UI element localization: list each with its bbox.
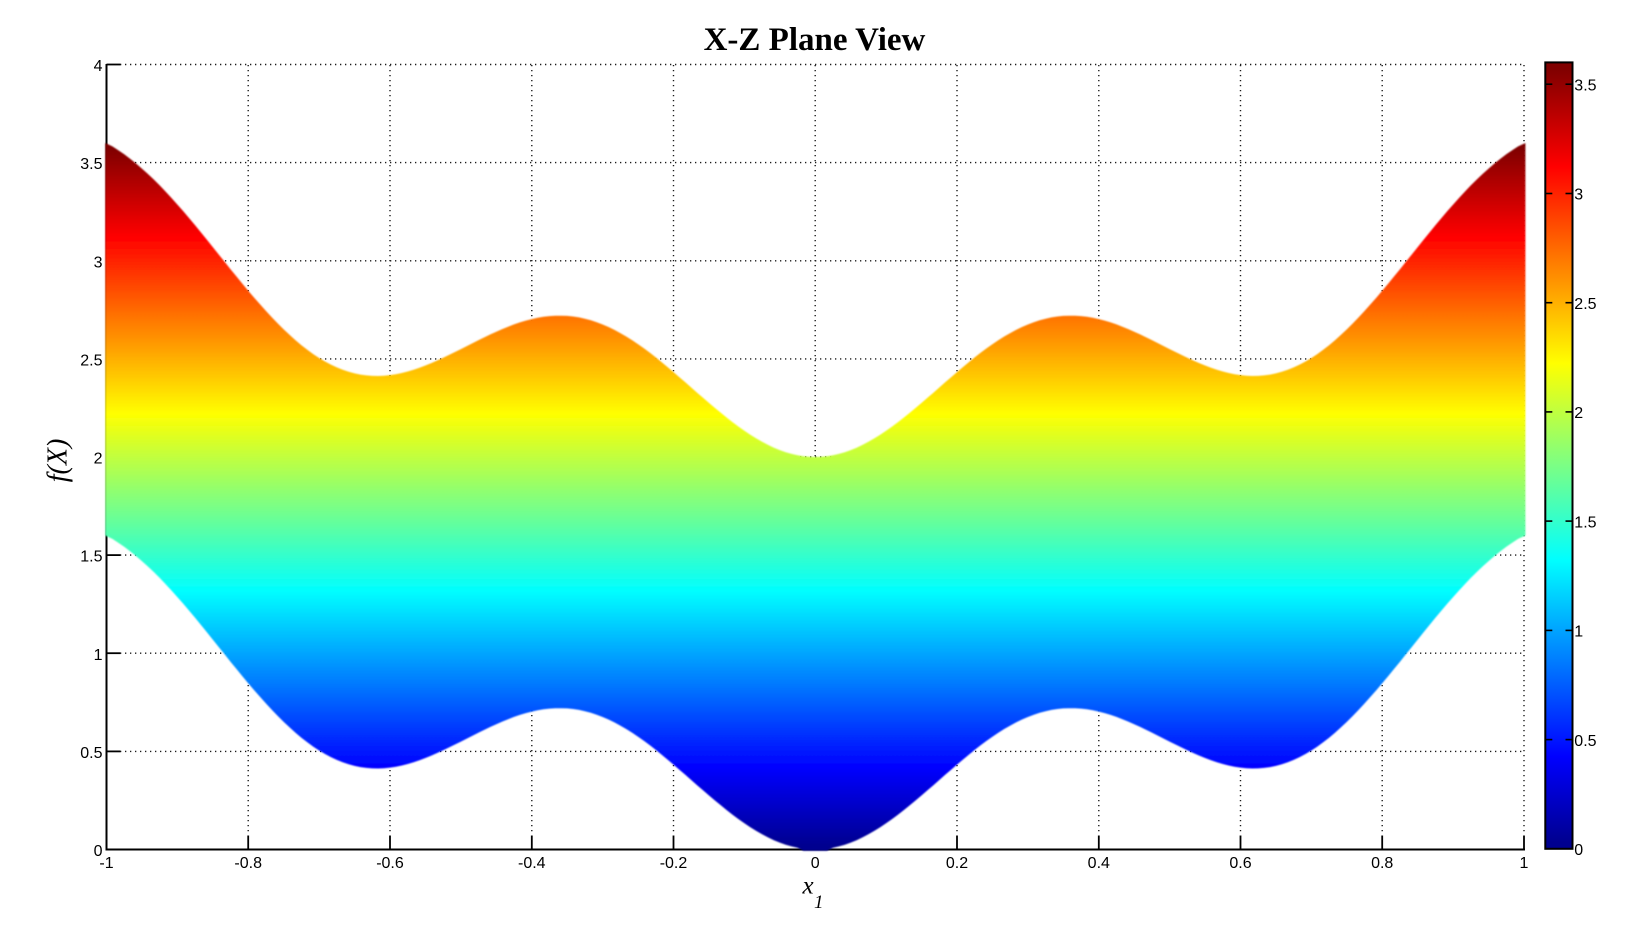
svg-text:0.5: 0.5 bbox=[1574, 733, 1596, 750]
svg-text:2: 2 bbox=[94, 451, 103, 468]
svg-text:-1: -1 bbox=[99, 855, 113, 872]
svg-text:-0.6: -0.6 bbox=[376, 855, 404, 872]
svg-text:0.5: 0.5 bbox=[80, 745, 102, 762]
svg-text:4: 4 bbox=[94, 58, 103, 75]
svg-text:-0.8: -0.8 bbox=[234, 855, 262, 872]
svg-text:X-Z Plane View: X-Z Plane View bbox=[704, 22, 926, 58]
svg-text:0.4: 0.4 bbox=[1088, 855, 1110, 872]
svg-text:0: 0 bbox=[1574, 842, 1583, 859]
svg-text:0.8: 0.8 bbox=[1371, 855, 1393, 872]
svg-text:0.6: 0.6 bbox=[1229, 855, 1251, 872]
svg-text:x: x bbox=[802, 873, 814, 900]
svg-text:0.2: 0.2 bbox=[946, 855, 968, 872]
svg-text:1.5: 1.5 bbox=[1574, 514, 1596, 531]
svg-text:0: 0 bbox=[94, 843, 103, 860]
svg-text:2: 2 bbox=[1574, 405, 1583, 422]
svg-text:1: 1 bbox=[94, 647, 103, 664]
svg-text:3: 3 bbox=[1574, 187, 1583, 204]
svg-text:2.5: 2.5 bbox=[80, 353, 102, 370]
svg-text:3.5: 3.5 bbox=[1574, 77, 1596, 94]
svg-text:f(X): f(X) bbox=[43, 439, 74, 483]
svg-text:3.5: 3.5 bbox=[80, 156, 102, 173]
svg-text:1: 1 bbox=[1574, 624, 1583, 641]
svg-text:1: 1 bbox=[1520, 855, 1529, 872]
svg-text:1: 1 bbox=[814, 892, 824, 913]
svg-text:-0.4: -0.4 bbox=[518, 855, 546, 872]
svg-text:2.5: 2.5 bbox=[1574, 296, 1596, 313]
svg-text:-0.2: -0.2 bbox=[660, 855, 688, 872]
svg-text:3: 3 bbox=[94, 254, 103, 271]
svg-text:0: 0 bbox=[811, 855, 820, 872]
svg-text:1.5: 1.5 bbox=[80, 549, 102, 566]
